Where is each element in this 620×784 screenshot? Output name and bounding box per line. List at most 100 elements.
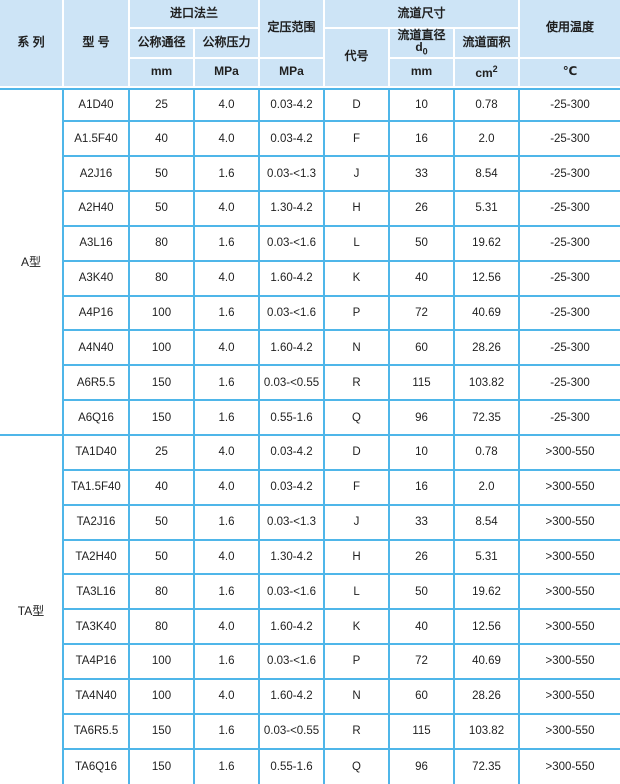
dn-cell: 80 (130, 261, 195, 297)
area-unit: cm2 (455, 58, 521, 88)
area-cell: 0.78 (455, 435, 521, 471)
temp-cell: -25-300 (520, 401, 620, 436)
table-row: TA4N40 100 4.0 1.60-4.2 N 60 28.26 >300-550 (0, 679, 620, 715)
d0-cell: 60 (390, 679, 456, 715)
code-cell: K (325, 261, 391, 297)
area-cell: 12.56 (455, 261, 521, 297)
d0-cell: 40 (390, 610, 456, 646)
model-cell: TA6R5.5 (64, 714, 130, 750)
temp-cell: >300-550 (520, 679, 620, 715)
d0-cell: 33 (390, 157, 456, 193)
range-cell: 1.60-4.2 (260, 261, 326, 297)
model-cell: TA1.5F40 (64, 470, 130, 506)
flow-diameter-subscript: 0 (422, 46, 428, 57)
table-row: A3K40 80 4.0 1.60-4.2 K 40 12.56 -25-300 (0, 261, 620, 297)
code-cell: L (325, 575, 391, 611)
code-cell: R (325, 366, 391, 402)
temperature-unit: ℃ (520, 58, 620, 88)
model-cell: A4N40 (64, 331, 130, 367)
model-cell: TA1D40 (64, 435, 130, 471)
dn-cell: 50 (130, 540, 195, 576)
temp-cell: >300-550 (520, 645, 620, 680)
temp-cell: >300-550 (520, 575, 620, 611)
code-cell: H (325, 192, 391, 227)
table-body: A型 A1D40 25 4.0 0.03-4.2 D 10 0.78 -25-300 A1.5F4… (0, 87, 620, 784)
area-cell: 103.82 (455, 714, 521, 750)
area-cell: 19.62 (455, 575, 521, 611)
model-header: 型 号 (64, 0, 130, 88)
d0-cell: 115 (390, 714, 456, 750)
model-cell: A1.5F40 (64, 122, 130, 158)
pn-cell: 4.0 (195, 679, 261, 715)
model-cell: TA4N40 (64, 679, 130, 715)
d0-cell: 96 (390, 749, 456, 784)
pn-cell: 4.0 (195, 261, 261, 297)
temp-cell: -25-300 (520, 331, 620, 367)
range-cell: 0.03-<0.55 (260, 366, 326, 402)
d0-unit: mm (390, 58, 456, 88)
code-cell: R (325, 714, 391, 750)
temp-cell: >300-550 (520, 540, 620, 576)
range-cell: 0.03-<1.6 (260, 575, 326, 611)
table-row: A型 A1D40 25 4.0 0.03-4.2 D 10 0.78 -25-300 (0, 87, 620, 436)
code-cell: N (325, 679, 391, 715)
range-cell: 1.30-4.2 (260, 540, 326, 576)
dn-cell: 40 (130, 122, 195, 158)
temp-cell: -25-300 (520, 261, 620, 297)
flow-diameter-symbol: d0 (415, 39, 428, 57)
code-cell: P (325, 645, 391, 680)
code-cell: L (325, 226, 391, 262)
area-cell: 2.0 (455, 470, 521, 506)
range-cell: 0.03-<1.3 (260, 157, 326, 193)
area-cell: 40.69 (455, 296, 521, 332)
model-cell: A3L16 (64, 226, 130, 262)
model-cell: TA3K40 (64, 610, 130, 646)
table-row: TA1.5F40 40 4.0 0.03-4.2 F 16 2.0 >300-550 (0, 470, 620, 506)
area-cell: 5.31 (455, 192, 521, 227)
table-row: TA3K40 80 4.0 1.60-4.2 K 40 12.56 >300-550 (0, 610, 620, 646)
range-cell: 0.03-4.2 (260, 470, 326, 506)
model-cell: A3K40 (64, 261, 130, 297)
d0-cell: 60 (390, 331, 456, 367)
d0-cell: 40 (390, 261, 456, 297)
d0-cell: 50 (390, 575, 456, 611)
range-cell: 0.03-<1.3 (260, 505, 326, 541)
temp-cell: >300-550 (520, 714, 620, 750)
area-cell: 8.54 (455, 157, 521, 193)
temp-cell: -25-300 (520, 157, 620, 193)
area-cell: 19.62 (455, 226, 521, 262)
pn-cell: 1.6 (195, 157, 261, 193)
table-row: A4N40 100 4.0 1.60-4.2 N 60 28.26 -25-300 (0, 331, 620, 367)
pn-cell: 4.0 (195, 470, 261, 506)
code-cell: J (325, 157, 391, 193)
range-cell: 0.55-1.6 (260, 749, 326, 784)
area-cell: 8.54 (455, 505, 521, 541)
flow-area-header: 流道面积 (455, 29, 521, 59)
area-cell: 72.35 (455, 401, 521, 436)
area-unit-superscript: 2 (492, 63, 498, 74)
flow-diameter-header: 流道直径 d0 (390, 28, 456, 59)
table-row: TA2J16 50 1.6 0.03-<1.3 J 33 8.54 >300-550 (0, 505, 620, 541)
range-cell: 0.03-<0.55 (260, 714, 326, 750)
pn-cell: 4.0 (195, 540, 261, 576)
dn-cell: 150 (130, 749, 195, 784)
dn-cell: 50 (130, 157, 195, 193)
area-cell: 40.69 (455, 645, 521, 680)
series-cell: TA型 (0, 435, 64, 784)
model-cell: TA2H40 (64, 540, 130, 576)
table-row: A2H40 50 4.0 1.30-4.2 H 26 5.31 -25-300 (0, 192, 620, 227)
pn-cell: 1.6 (195, 749, 261, 784)
pn-cell: 1.6 (195, 296, 261, 332)
d0-cell: 26 (390, 540, 456, 576)
d0-cell: 26 (390, 192, 456, 227)
d0-cell: 96 (390, 401, 456, 436)
d0-cell: 115 (390, 366, 456, 402)
temp-cell: -25-300 (520, 87, 620, 123)
temp-cell: -25-300 (520, 366, 620, 402)
pn-cell: 4.0 (195, 192, 261, 227)
temp-cell: -25-300 (520, 296, 620, 332)
table-row: A6R5.5 150 1.6 0.03-<0.55 R 115 103.82 -25-300 (0, 366, 620, 402)
temp-cell: -25-300 (520, 192, 620, 227)
pn-cell: 1.6 (195, 505, 261, 541)
d0-cell: 72 (390, 296, 456, 332)
